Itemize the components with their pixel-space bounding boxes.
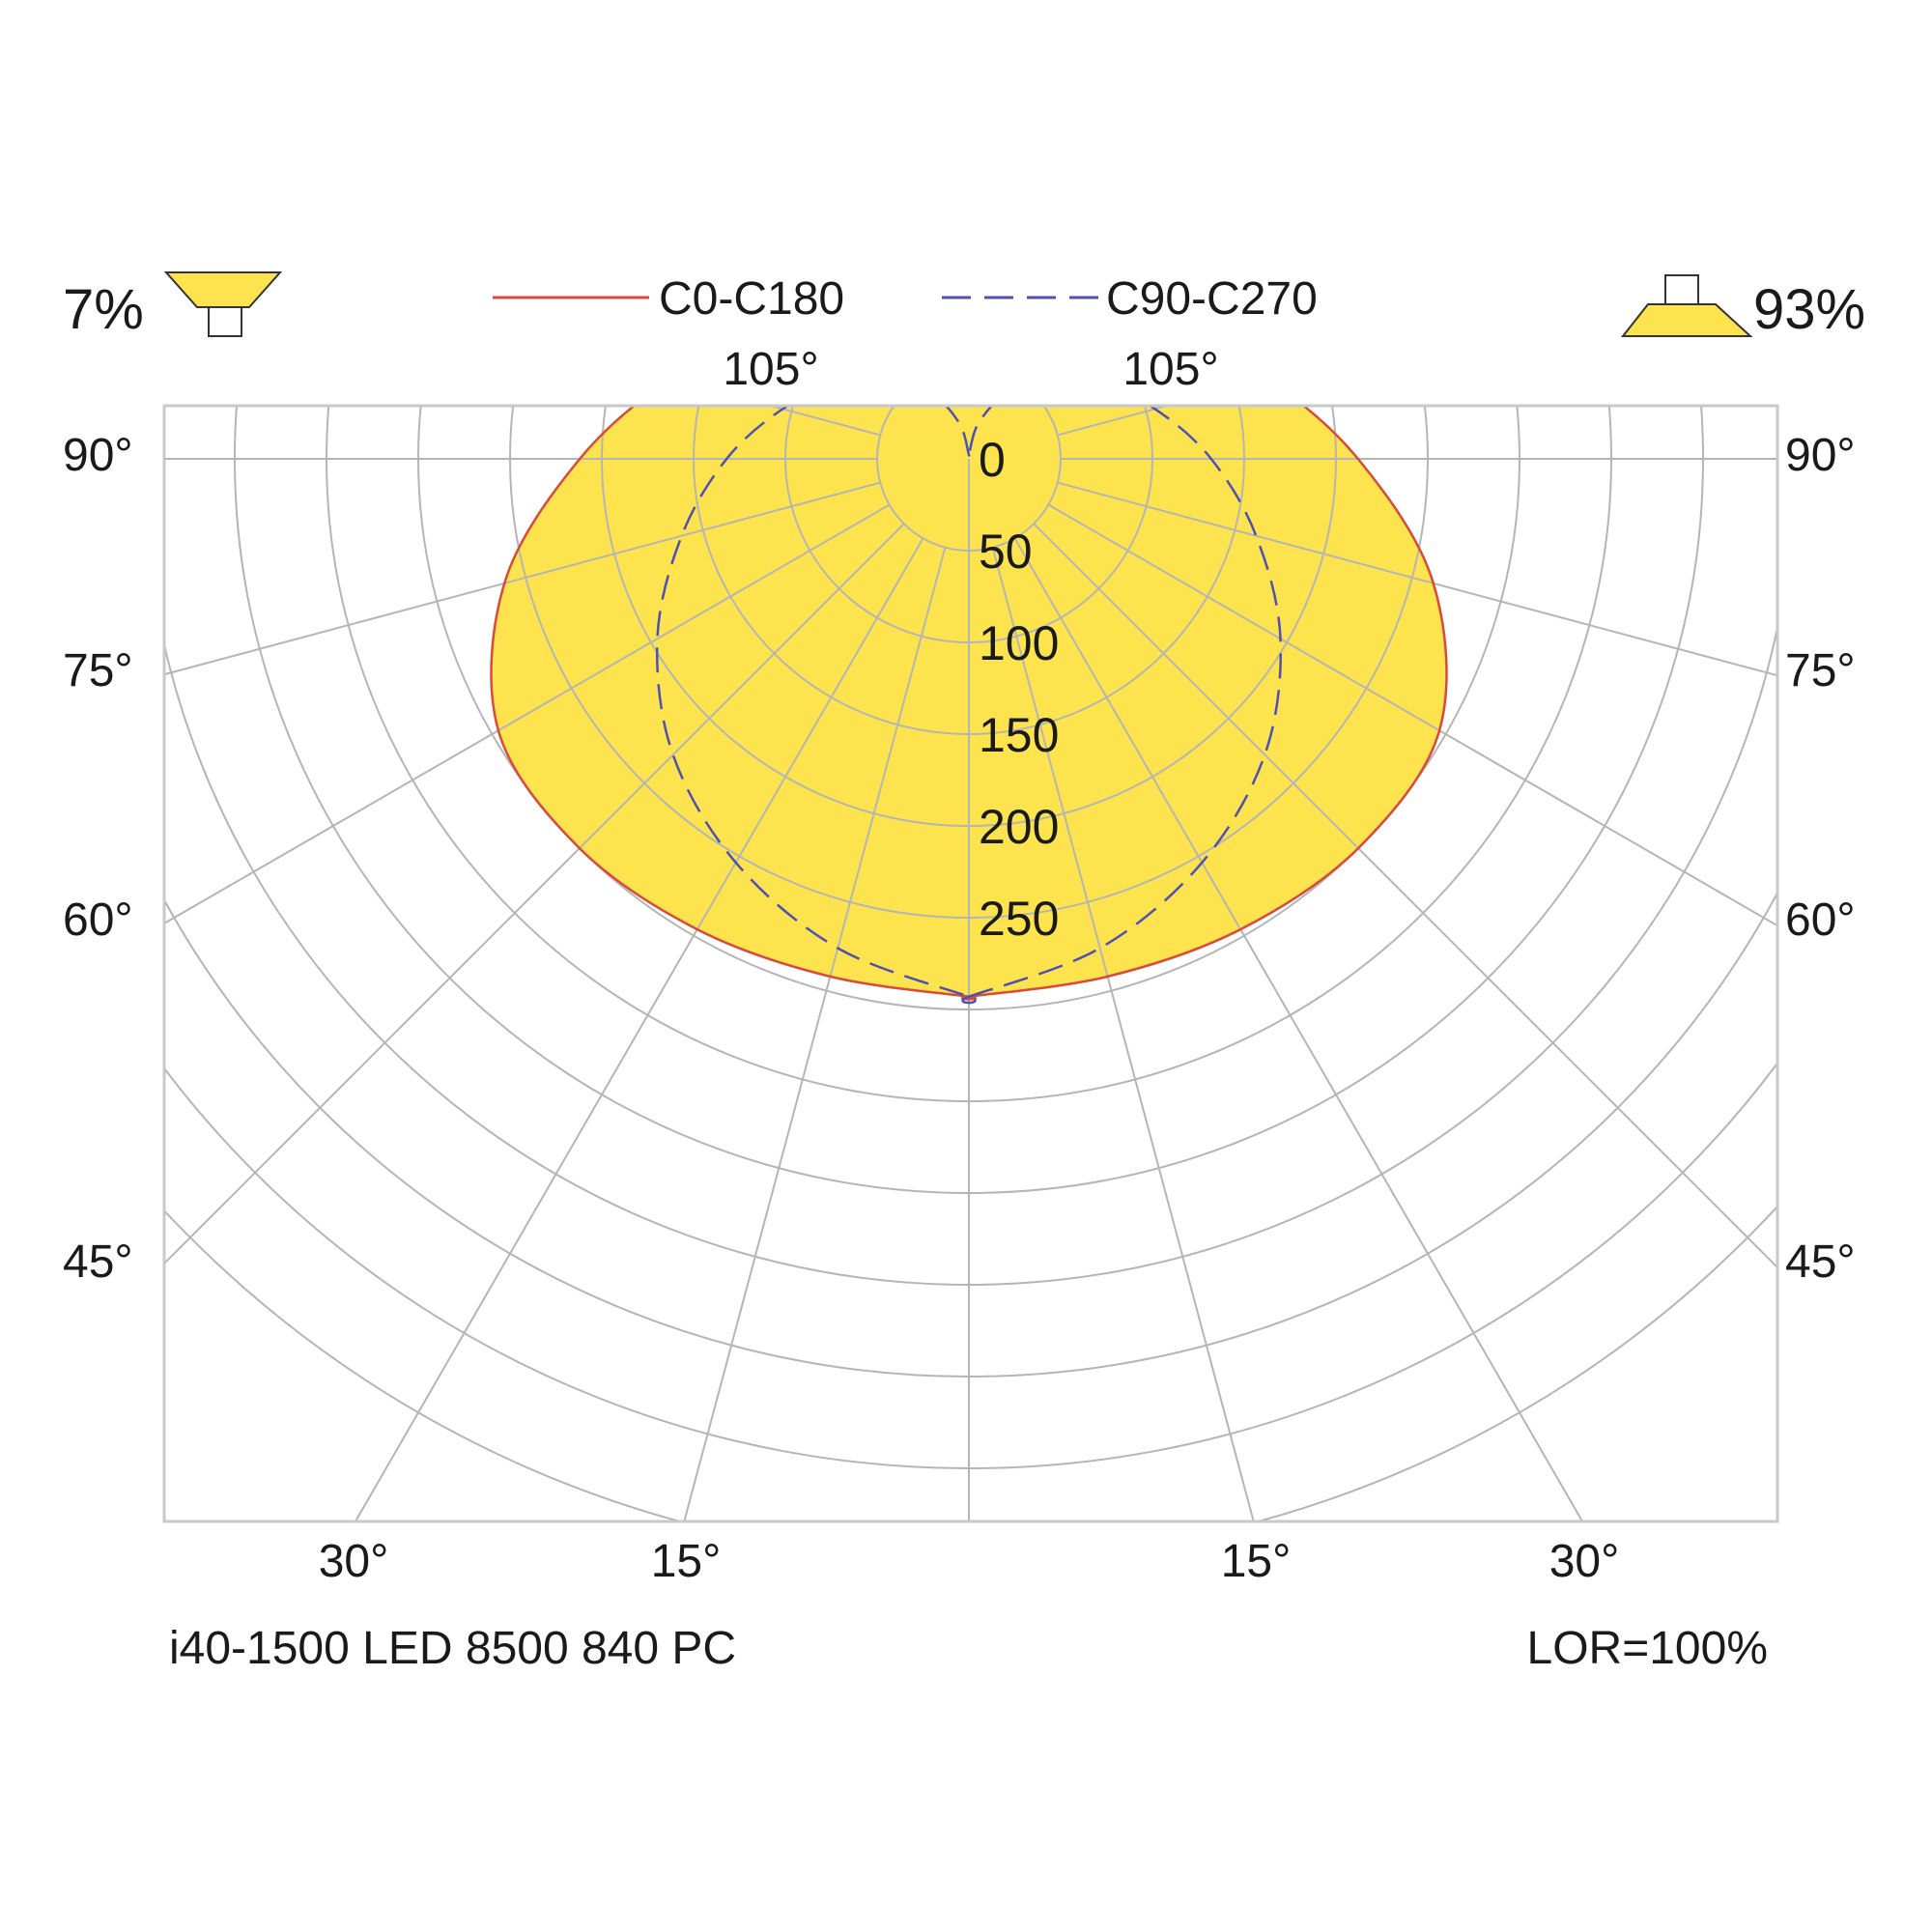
- lor-value: LOR=100%: [1527, 1623, 1769, 1674]
- upward-percent: 7%: [63, 278, 144, 341]
- grid-radial-line: [683, 547, 947, 1521]
- product-name: i40-1500 LED 8500 840 PC: [169, 1623, 736, 1674]
- radial-tick-label: 0: [979, 433, 1006, 487]
- angle-label-right-75: 75°: [1785, 645, 1856, 696]
- grid-radial-line: [164, 481, 881, 676]
- angle-label-top-left: 105°: [723, 344, 818, 395]
- angle-label-left-75: 75°: [63, 645, 133, 696]
- angle-label-bottom-15-right: 15°: [1221, 1536, 1292, 1587]
- c0-c180-curve: [490, 406, 1448, 1001]
- radial-tick-label: 50: [979, 525, 1033, 579]
- radial-tick-labels: 0 50 100 150 200 250: [979, 433, 1059, 946]
- radial-tick-label: 100: [979, 616, 1059, 670]
- grid-radial-line: [1057, 481, 1777, 677]
- luminaire-down-icon: [1620, 274, 1753, 337]
- downward-percent: 93%: [1753, 278, 1865, 341]
- angle-label-right-45: 45°: [1785, 1236, 1856, 1288]
- grid-radial-line: [164, 503, 891, 925]
- grid-radial-line: [1013, 537, 1584, 1521]
- luminaire-up-icon: [163, 271, 283, 337]
- plot-frame: [162, 404, 1779, 1523]
- radial-tick-label: 200: [979, 800, 1059, 854]
- radial-tick-label: 150: [979, 708, 1059, 762]
- angle-label-bottom-30-right: 30°: [1549, 1536, 1620, 1587]
- grid-radial-line: [354, 537, 924, 1521]
- c90-c270-curve: [655, 406, 1283, 1005]
- angle-label-right-90: 90°: [1785, 430, 1856, 481]
- radial-tick-label: 250: [979, 892, 1059, 946]
- angle-label-right-60: 60°: [1785, 895, 1856, 946]
- angle-label-bottom-15-left: 15°: [651, 1536, 722, 1587]
- legend-c90-c270-label: C90-C270: [1106, 273, 1318, 325]
- angle-label-left-45: 45°: [63, 1236, 133, 1288]
- angle-label-bottom-30-left: 30°: [319, 1536, 389, 1587]
- angle-label-left-60: 60°: [63, 895, 133, 946]
- grid-radial-line: [1047, 503, 1777, 927]
- angle-label-top-right: 105°: [1122, 344, 1218, 395]
- plot-area: [164, 406, 1777, 1521]
- legend-c0-c180-label: C0-C180: [659, 273, 844, 325]
- angle-label-left-90: 90°: [63, 430, 133, 481]
- grid-radial-line: [164, 523, 905, 1265]
- grid-radial-line: [991, 547, 1255, 1521]
